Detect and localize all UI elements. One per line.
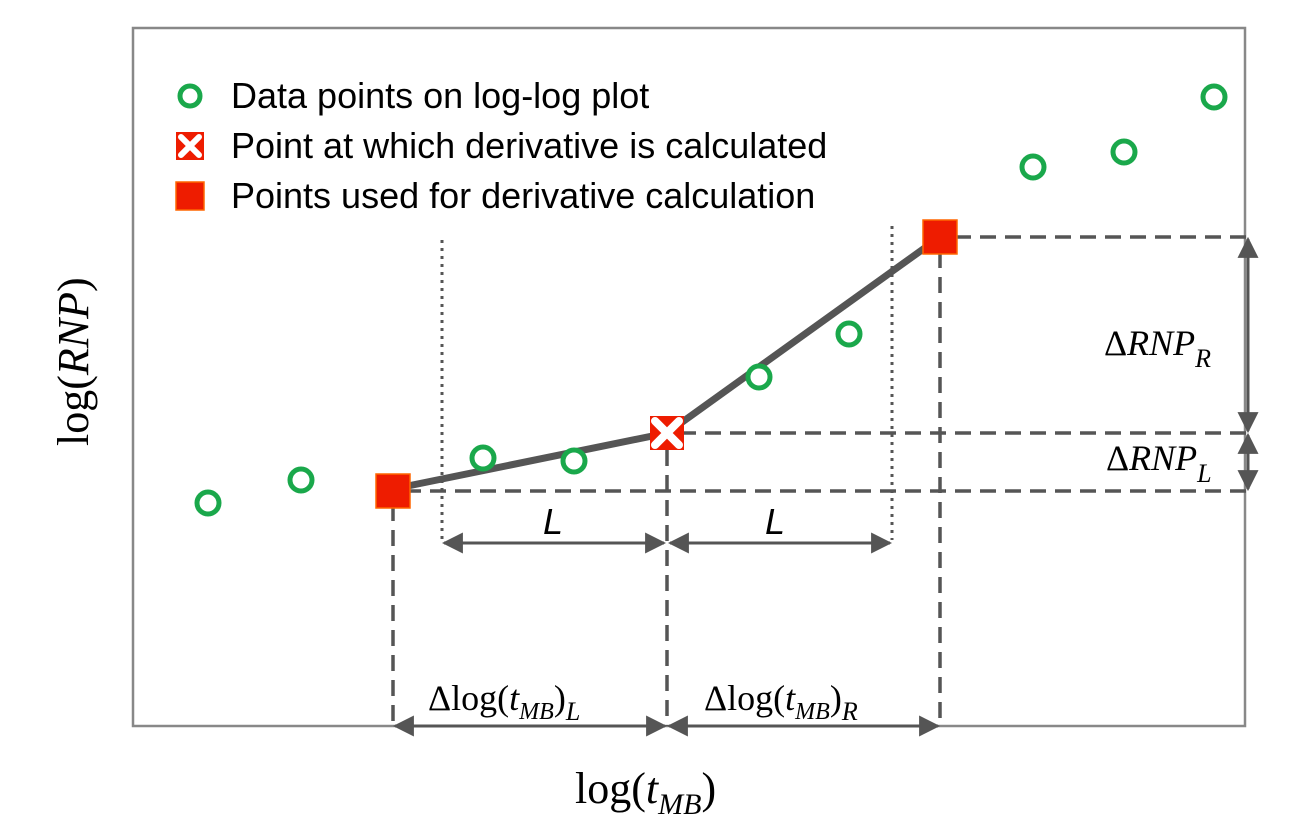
data-point bbox=[1019, 153, 1047, 181]
y-axis-label: log(RNP) bbox=[49, 277, 98, 446]
L-label-right: L bbox=[765, 501, 785, 542]
delta-log-l-label: Δlog(tMB)L bbox=[428, 678, 580, 726]
delta-rnp-l-label: ΔRNPL bbox=[1106, 438, 1212, 488]
data-point bbox=[287, 466, 315, 494]
L-label-left: L bbox=[543, 501, 563, 542]
data-point bbox=[469, 444, 497, 472]
derivative-point-square bbox=[375, 473, 411, 509]
data-point bbox=[1110, 138, 1138, 166]
data-points bbox=[194, 83, 1228, 517]
data-point bbox=[194, 489, 222, 517]
delta-rnp-r-label: ΔRNPR bbox=[1104, 323, 1211, 373]
legend-label-data-points: Data points on log-log plot bbox=[231, 75, 649, 116]
legend-label-used-points: Points used for derivative calculation bbox=[231, 175, 815, 216]
legend: Data points on log-log plot Point at whi… bbox=[175, 75, 827, 216]
legend-label-derivative-point: Point at which derivative is calculated bbox=[231, 125, 827, 166]
data-point bbox=[560, 447, 588, 475]
data-point bbox=[1200, 83, 1228, 111]
green-circle-icon bbox=[177, 83, 203, 109]
red-cross-icon bbox=[176, 132, 204, 160]
dashed-guides bbox=[391, 235, 1248, 726]
x-axis-label: log(tMB) bbox=[575, 764, 716, 821]
derivative-cross-point bbox=[650, 416, 684, 450]
derivative-point-square bbox=[922, 219, 958, 255]
data-point bbox=[835, 320, 863, 348]
red-square-icon bbox=[175, 181, 205, 211]
data-point bbox=[745, 363, 773, 391]
delta-log-r-label: Δlog(tMB)R bbox=[704, 678, 858, 726]
